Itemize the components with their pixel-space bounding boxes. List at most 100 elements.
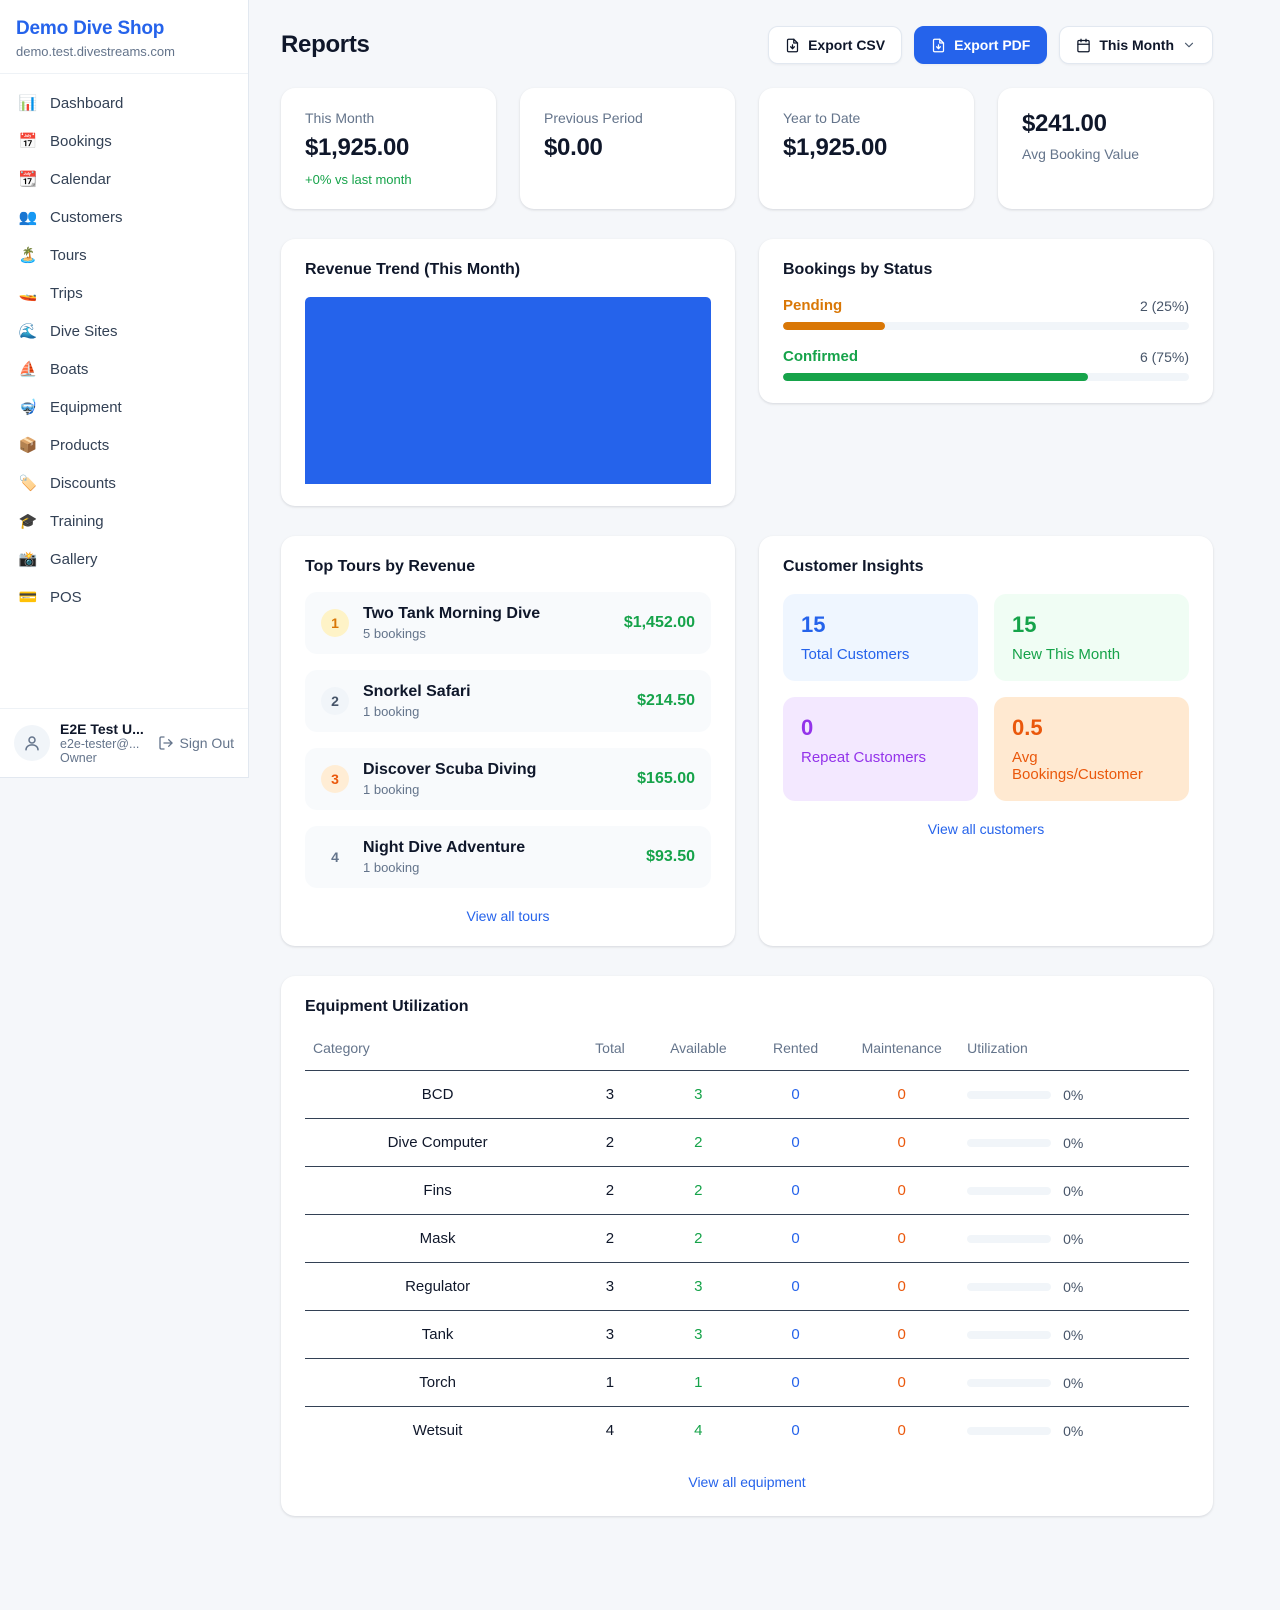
sailboat-icon: ⛵ <box>18 360 38 378</box>
cell-available: 2 <box>649 1214 747 1263</box>
table-row: Mask 2 2 0 0 0% <box>305 1214 1189 1263</box>
sidebar-item-label: Bookings <box>50 132 112 150</box>
column-header-available: Available <box>649 1030 747 1071</box>
sidebar-item-label: Discounts <box>50 474 116 492</box>
utilization-percent: 0% <box>1063 1374 1084 1391</box>
cell-utilization: 0% <box>959 1166 1189 1215</box>
sidebar-item-bookings[interactable]: 📅 Bookings <box>8 122 240 160</box>
island-icon: 🏝️ <box>18 246 38 264</box>
cell-maintenance: 0 <box>844 1358 960 1407</box>
cell-category: Regulator <box>305 1262 571 1311</box>
calendar-icon <box>1077 38 1091 52</box>
status-row-confirmed: Confirmed 6 (75%) <box>783 348 1189 381</box>
cell-maintenance: 0 <box>897 1422 906 1439</box>
sidebar-item-products[interactable]: 📦 Products <box>8 426 240 464</box>
sidebar-item-label: Products <box>50 436 110 454</box>
insights-row: Top Tours by Revenue 1 Two Tank Morning … <box>281 536 1213 946</box>
package-icon: 📦 <box>18 436 38 454</box>
utilization-percent: 0% <box>1063 1182 1084 1199</box>
utilization-bar-track <box>967 1426 1052 1435</box>
export-pdf-button[interactable]: Export PDF <box>914 26 1048 64</box>
tour-bookings: 1 booking <box>363 860 420 875</box>
sidebar: Demo Dive Shop demo.test.divestreams.com… <box>0 0 249 778</box>
utilization-percent: 0% <box>1063 1230 1084 1247</box>
sidebar-item-calendar[interactable]: 📆 Calendar <box>8 160 240 198</box>
cell-total: 3 <box>570 1262 650 1311</box>
equipment-header-row: Category Total Available Rented Maintena… <box>305 1030 1189 1071</box>
graduation-cap-icon: 🎓 <box>18 512 38 530</box>
sidebar-item-label: Equipment <box>50 398 122 416</box>
bookings-by-status-card: Bookings by Status Pending 2 (25%) Confi… <box>759 239 1213 403</box>
header-actions: Export CSV Export PDF This Month <box>768 26 1213 64</box>
brand-domain: demo.test.divestreams.com <box>16 44 175 59</box>
sidebar-item-tours[interactable]: 🏝️ Tours <box>8 236 240 274</box>
stat-value: $1,925.00 <box>305 134 410 161</box>
sidebar-item-trips[interactable]: 🚤 Trips <box>8 274 240 312</box>
people-icon: 👥 <box>18 208 38 226</box>
stat-value: $0.00 <box>544 134 603 161</box>
user-meta: E2E Test U... e2e-tester@... Owner <box>60 721 148 765</box>
sign-out-button[interactable]: Sign Out <box>158 735 234 751</box>
view-all-equipment-link[interactable]: View all equipment <box>688 1474 806 1490</box>
export-csv-button[interactable]: Export CSV <box>768 26 903 64</box>
customer-insights-title: Customer Insights <box>783 558 924 575</box>
column-header-utilization: Utilization <box>959 1030 1189 1071</box>
sidebar-item-pos[interactable]: 💳 POS <box>8 578 240 616</box>
cell-rented: 0 <box>746 1118 845 1167</box>
tour-list: 1 Two Tank Morning Dive 5 bookings $1,45… <box>305 592 711 888</box>
sidebar-item-label: Training <box>50 512 104 530</box>
status-row-pending: Pending 2 (25%) <box>783 297 1189 330</box>
sidebar-item-equipment[interactable]: 🤿 Equipment <box>8 388 240 426</box>
utilization-percent: 0% <box>1063 1326 1084 1343</box>
calendar-date-icon: 📅 <box>18 132 38 150</box>
column-header-maintenance: Maintenance <box>844 1030 960 1071</box>
cell-category: Tank <box>305 1310 571 1359</box>
sidebar-item-label: Customers <box>50 208 123 226</box>
person-icon <box>25 736 39 751</box>
brand-name[interactable]: Demo Dive Shop <box>16 18 165 39</box>
tour-amount: $1,452.00 <box>623 614 695 631</box>
table-row: Tank 3 3 0 0 0% <box>305 1310 1189 1359</box>
sidebar-item-dive-sites[interactable]: 🌊 Dive Sites <box>8 312 240 350</box>
tour-bookings: 5 bookings <box>363 626 426 641</box>
table-row: Fins 2 2 0 0 0% <box>305 1166 1189 1215</box>
sidebar-item-discounts[interactable]: 🏷️ Discounts <box>8 464 240 502</box>
charts-row: Revenue Trend (This Month) Bookings by S… <box>281 239 1213 506</box>
cell-rented: 0 <box>746 1214 845 1263</box>
sidebar-item-label: Gallery <box>50 550 98 568</box>
equipment-utilization-title: Equipment Utilization <box>305 998 469 1015</box>
view-all-customers-link[interactable]: View all customers <box>927 821 1045 837</box>
equipment-table: Category Total Available Rented Maintena… <box>305 1030 1189 1454</box>
tour-name: Two Tank Morning Dive <box>363 605 541 622</box>
sidebar-nav: 📊 Dashboard 📅 Bookings 📆 Calendar 👥 Cust… <box>0 74 248 626</box>
view-all-tours-link[interactable]: View all tours <box>466 908 550 924</box>
insight-label: New This Month <box>1012 646 1121 663</box>
rank-badge: 4 <box>331 849 339 865</box>
cell-maintenance: 0 <box>844 1166 960 1215</box>
tour-row: 4 Night Dive Adventure 1 booking $93.50 <box>305 826 711 888</box>
period-select[interactable]: This Month <box>1059 26 1213 64</box>
status-bar-track <box>783 322 1189 330</box>
cell-utilization: 0% <box>959 1214 1189 1263</box>
cell-total: 2 <box>570 1118 650 1167</box>
sidebar-item-customers[interactable]: 👥 Customers <box>8 198 240 236</box>
cell-utilization: 0% <box>959 1262 1189 1311</box>
cell-available: 3 <box>649 1070 747 1119</box>
cell-maintenance: 0 <box>844 1310 960 1359</box>
table-row: Dive Computer 2 2 0 0 0% <box>305 1118 1189 1167</box>
cell-category: Wetsuit <box>412 1422 463 1439</box>
period-label: This Month <box>1099 37 1174 53</box>
stat-label: Previous Period <box>544 110 643 126</box>
cell-available: 3 <box>649 1262 747 1311</box>
bar-chart-icon: 📊 <box>18 94 38 112</box>
sidebar-item-dashboard[interactable]: 📊 Dashboard <box>8 84 240 122</box>
user-name: E2E Test U... <box>60 721 144 737</box>
stat-card-avg-booking-value: $241.00 Avg Booking Value <box>998 88 1213 209</box>
sidebar-item-gallery[interactable]: 📸 Gallery <box>8 540 240 578</box>
sidebar-item-boats[interactable]: ⛵ Boats <box>8 350 240 388</box>
sidebar-item-training[interactable]: 🎓 Training <box>8 502 240 540</box>
file-download-icon <box>932 38 945 52</box>
insight-tile-new-this-month: 15 New This Month <box>994 594 1189 681</box>
bookings-by-status-title: Bookings by Status <box>783 261 933 278</box>
utilization-bar-track <box>967 1378 1052 1387</box>
